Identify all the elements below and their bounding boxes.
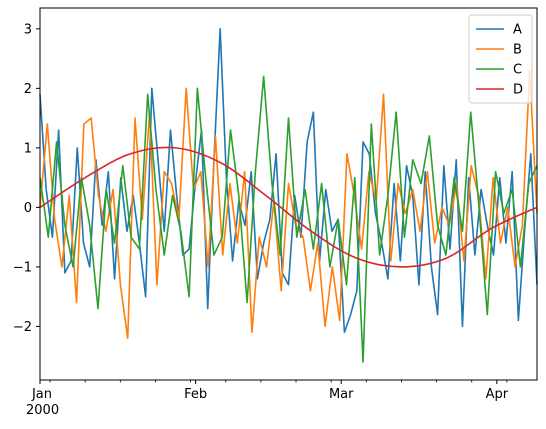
y-tick-label: −1: [13, 260, 32, 275]
x-tick-label: Feb: [184, 387, 207, 402]
legend-label-b: B: [513, 43, 522, 58]
series-layer: [39, 28, 538, 363]
series-line-d: [39, 146, 538, 268]
legend-label-a: A: [513, 23, 522, 38]
series-line-b: [39, 69, 538, 340]
y-tick-label: −2: [13, 320, 32, 335]
x-tick-sublabel: 2000: [26, 403, 59, 418]
series-line-c: [39, 75, 538, 363]
y-tick-label: 0: [24, 201, 32, 216]
y-tick-label: 1: [24, 141, 32, 156]
y-tick-label: 3: [24, 22, 32, 37]
x-tick-label: Jan: [31, 387, 52, 402]
x-tick-label: Mar: [329, 387, 354, 402]
series-line-a: [39, 28, 538, 334]
legend-label-c: C: [513, 63, 522, 78]
y-tick-label: 2: [24, 82, 32, 97]
legend-box: [468, 14, 533, 104]
legend-label-d: D: [513, 83, 523, 98]
plot-frame: [39, 7, 538, 381]
x-tick-label: Apr: [486, 387, 509, 402]
